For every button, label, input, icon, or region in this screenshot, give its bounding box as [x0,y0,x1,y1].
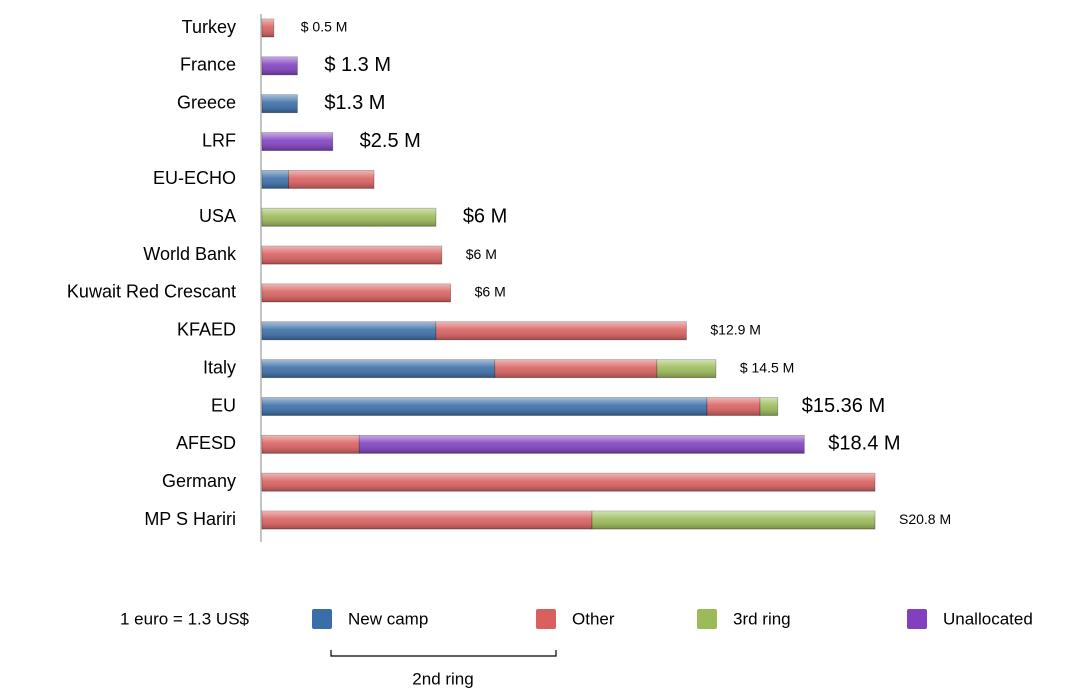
category-label: KFAED [177,320,236,340]
value-label: $6 M [466,246,497,262]
value-label: $18.4 M [828,433,900,455]
bracket-label: 2nd ring [412,669,473,688]
bar-shine [288,170,374,189]
legend-label: 3rd ring [733,609,791,628]
bar-shine [262,473,875,492]
category-label: AFESD [176,433,236,453]
legend-swatch [907,609,927,629]
category-label: Italy [203,357,236,377]
note: 1 euro = 1.3 US$ [120,609,250,628]
bar-shine [592,511,875,530]
value-label: $12.9 M [710,322,761,338]
legend-swatch [697,609,717,629]
category-label: France [180,55,236,75]
category-label: World Bank [143,244,237,264]
bar-shine [262,132,333,151]
category-label: Turkey [182,17,236,37]
value-label: $6 M [463,206,507,228]
bar-shine [359,435,805,454]
legend-label: Other [572,609,615,628]
legend-label: Unallocated [943,609,1033,628]
bar-shine [262,170,289,189]
value-label: $1.3 M [324,92,385,114]
legend-swatch [312,609,332,629]
bar-shine [435,321,687,340]
value-label: $15.36 M [802,395,885,417]
bar-shine [707,397,761,416]
value-label: $ 0.5 M [301,19,348,35]
bar-shine [262,56,298,75]
bar-shine [262,511,593,530]
bar-shine [262,435,360,454]
bar-shine [262,283,451,302]
bar-shine [262,94,298,113]
bar-shine [262,359,495,378]
bar-shine [262,19,274,37]
value-label: $ 14.5 M [740,359,794,375]
category-label: Germany [162,471,236,491]
value-label: $2.5 M [360,130,421,152]
category-label: USA [199,206,236,226]
legend-label: New camp [348,609,428,628]
legend-swatch [536,609,556,629]
bar-shine [262,397,708,416]
bracket [330,650,557,657]
category-label: MP S Hariri [144,509,236,529]
value-label: S20.8 M [899,511,951,527]
bar-shine [262,246,442,265]
bar-shine [262,208,436,227]
bar-shine [656,359,716,378]
bar-shine [760,397,778,416]
category-label: EU [211,395,236,415]
category-label: LRF [202,130,236,150]
bar-shine [494,359,657,378]
value-label: $6 M [475,284,506,300]
value-label: $ 1.3 M [324,54,391,76]
category-label: Greece [177,92,236,112]
category-label: Kuwait Red Crescant [67,282,236,302]
bar-shine [262,321,436,340]
category-label: EU-ECHO [153,168,236,188]
